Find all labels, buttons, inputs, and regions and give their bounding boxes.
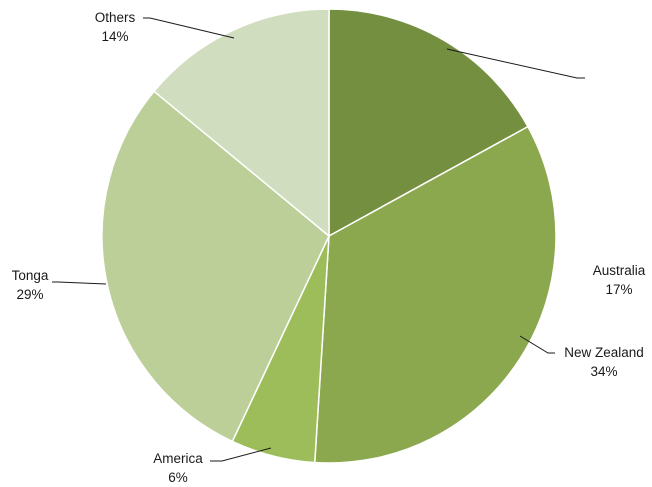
leader-line-australia [446, 48, 585, 79]
pie-slice-tonga [101, 90, 330, 443]
data-label-america: America 6% [153, 451, 203, 485]
data-labels: Australia 17% New Zealand 34% America 6% Tonga… [12, 10, 646, 485]
pie-slice-australia [328, 8, 529, 238]
percent-value: 14% [101, 29, 128, 44]
data-label-australia: Australia 17% [593, 263, 646, 297]
data-label-others: Others 14% [95, 10, 136, 44]
leader-line-new-zealand [519, 335, 555, 354]
category-name: Others [95, 10, 136, 25]
leader-line-tonga [52, 281, 107, 285]
pie-slice-others [153, 8, 330, 238]
leader-line-others [143, 17, 235, 39]
data-label-tonga: Tonga 29% [12, 268, 49, 302]
percent-value: 29% [16, 287, 43, 302]
percent-value: 17% [605, 282, 632, 297]
percent-value: 6% [168, 470, 188, 485]
pie-slice-new-zealand [313, 125, 557, 464]
data-label-new-zealand: New Zealand 34% [564, 345, 644, 379]
leader-line-america [210, 447, 272, 462]
leader-lines [52, 17, 585, 462]
pie-slices [101, 8, 557, 464]
percent-value: 34% [590, 364, 617, 379]
category-name: New Zealand [564, 345, 644, 360]
category-name: Australia [593, 263, 646, 278]
category-name: America [153, 451, 203, 466]
category-name: Tonga [12, 268, 49, 283]
